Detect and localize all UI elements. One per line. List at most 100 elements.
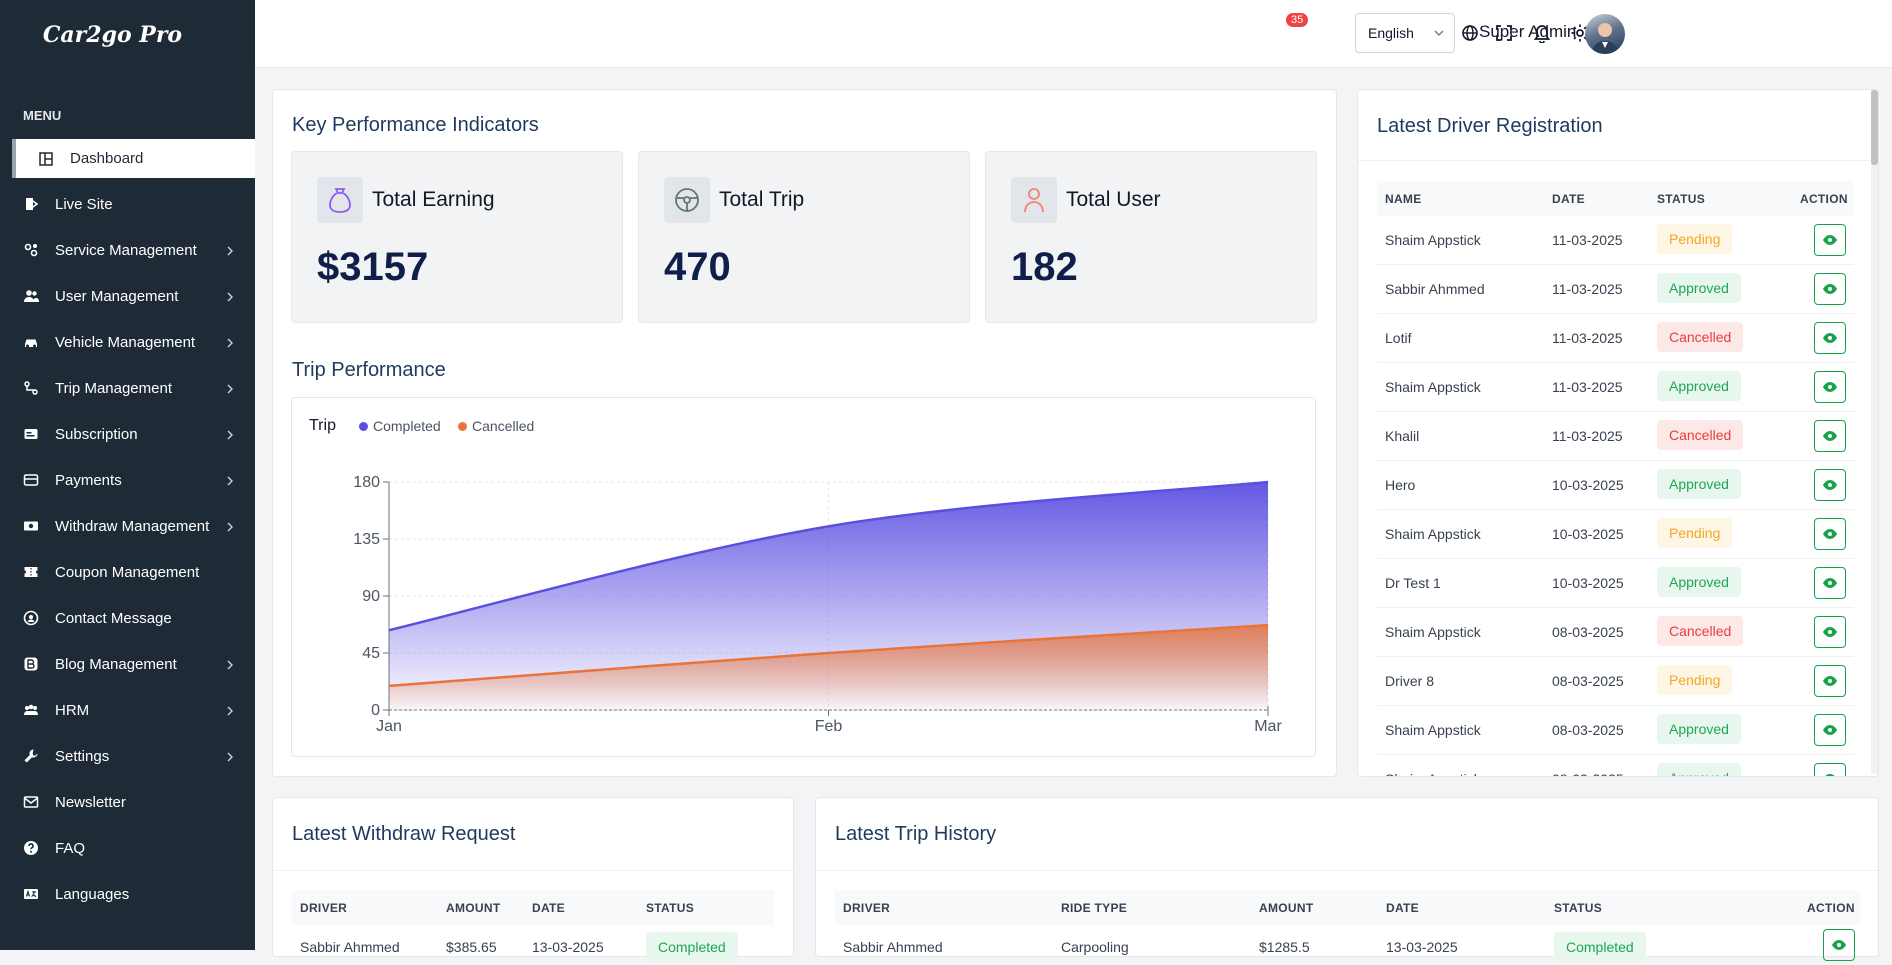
eye-icon	[1823, 725, 1837, 735]
view-button[interactable]	[1814, 322, 1846, 354]
view-button[interactable]	[1814, 763, 1846, 776]
sidebar-item-label: Payments	[55, 471, 122, 489]
sidebar-item-service-management[interactable]: Service Management	[0, 227, 255, 273]
sidebar-item-faq[interactable]: FAQ	[0, 825, 255, 871]
cell-name: Driver 8	[1385, 673, 1435, 689]
language-select[interactable]: English	[1355, 13, 1455, 53]
chevron-right-icon	[227, 752, 233, 762]
avatar[interactable]	[1585, 14, 1625, 54]
app-logo[interactable]: Car2go Pro	[42, 22, 183, 48]
table-row: Sabbir Ahmmed $385.65 13-03-2025 Complet…	[292, 925, 774, 965]
chevron-down-icon	[1434, 30, 1444, 36]
table-row: Sabbir Ahmmed 11-03-2025 Approved	[1377, 265, 1854, 314]
sidebar-item-payments[interactable]: Payments	[0, 457, 255, 503]
sidebar-item-contact-message[interactable]: Contact Message	[0, 595, 255, 641]
cell-name: Shaim Appstick	[1385, 771, 1481, 776]
sidebar-item-label: Withdraw Management	[55, 517, 210, 535]
column-header: RIDE TYPE	[1061, 901, 1128, 915]
column-header: ACTION	[1807, 901, 1855, 915]
cell-date: 08-03-2025	[1552, 722, 1624, 738]
legend-cancelled[interactable]: Cancelled	[458, 418, 534, 434]
cell-name: Lotif	[1385, 330, 1412, 346]
sidebar-item-label: Vehicle Management	[55, 333, 196, 351]
view-button[interactable]	[1814, 371, 1846, 403]
kpi-value: 470	[664, 245, 731, 289]
sidebar-item-hrm[interactable]: HRM	[0, 687, 255, 733]
sidebar-item-vehicle-management[interactable]: Vehicle Management	[0, 319, 255, 365]
sidebar-item-user-management[interactable]: User Management	[0, 273, 255, 319]
view-button[interactable]	[1814, 665, 1846, 697]
chevron-right-icon	[227, 246, 233, 256]
status-badge: Cancelled	[1657, 420, 1744, 450]
subscription-icon	[23, 426, 39, 442]
bell-icon[interactable]	[1531, 22, 1553, 44]
cell-date: 13-03-2025	[532, 939, 604, 955]
sidebar-item-label: Contact Message	[55, 609, 172, 627]
chevron-right-icon	[227, 384, 233, 394]
sidebar-item-dashboard[interactable]: Dashboard	[12, 139, 255, 178]
driver-registration-title: Latest Driver Registration	[1377, 115, 1603, 137]
view-button[interactable]	[1814, 469, 1846, 501]
sidebar-item-newsletter[interactable]: Newsletter	[0, 779, 255, 825]
y-tick-label: 180	[353, 474, 380, 491]
sidebar-item-withdraw-management[interactable]: Withdraw Management	[0, 503, 255, 549]
cell-name: Shaim Appstick	[1385, 232, 1481, 248]
language-select-value: English	[1368, 25, 1414, 41]
trip-chart-panel: Trip Completed Cancelled 0 45 90 135 180 Jan F…	[291, 397, 1316, 757]
y-tick-label: 0	[371, 702, 380, 719]
money-icon	[23, 518, 39, 534]
wrench-icon	[23, 748, 39, 764]
user-name[interactable]: Super Admin	[1479, 22, 1577, 41]
view-button[interactable]	[1814, 567, 1846, 599]
sidebar-item-label: Languages	[55, 885, 130, 903]
legend-completed[interactable]: Completed	[359, 418, 441, 434]
trip-history-title: Latest Trip History	[835, 823, 997, 845]
cell-name: Shaim Appstick	[1385, 526, 1481, 542]
column-header: DATE	[1552, 192, 1585, 206]
globe-icon[interactable]	[1459, 22, 1481, 44]
column-header: STATUS	[1657, 192, 1706, 206]
view-button[interactable]	[1814, 616, 1846, 648]
scrollbar-thumb[interactable]	[1871, 90, 1878, 165]
language-icon	[23, 886, 39, 902]
sidebar-item-coupon-management[interactable]: Coupon Management	[0, 549, 255, 595]
eye-icon	[1823, 578, 1837, 588]
sidebar-item-blog-management[interactable]: Blog Management	[0, 641, 255, 687]
status-badge: Pending	[1657, 665, 1733, 695]
cell-date: 13-03-2025	[1386, 939, 1458, 955]
x-tick-label: Mar	[1254, 718, 1282, 735]
legend-swatch	[359, 421, 368, 431]
hrm-icon	[23, 702, 39, 718]
contact-icon	[23, 610, 39, 626]
sidebar-item-subscription[interactable]: Subscription	[0, 411, 255, 457]
kpi-label: Total User	[1066, 188, 1161, 211]
eye-icon	[1823, 333, 1837, 343]
table-row: Lotif 11-03-2025 Cancelled	[1377, 314, 1854, 363]
table-header: NAME DATE STATUS ACTION	[1377, 181, 1854, 216]
sidebar-item-settings[interactable]: Settings	[0, 733, 255, 779]
sidebar-item-trip-management[interactable]: Trip Management	[0, 365, 255, 411]
sidebar: Car2go Pro MENU Dashboard Live Site Servi…	[0, 0, 255, 950]
users-icon	[23, 288, 39, 304]
eye-icon	[1823, 431, 1837, 441]
sidebar-item-live-site[interactable]: Live Site	[0, 181, 255, 227]
cell-name: Sabbir Ahmmed	[1385, 281, 1485, 297]
view-button[interactable]	[1823, 929, 1855, 961]
sidebar-item-languages[interactable]: Languages	[0, 871, 255, 917]
cell-date: 11-03-2025	[1552, 379, 1623, 395]
chart-title: Trip	[309, 417, 336, 434]
view-button[interactable]	[1814, 714, 1846, 746]
view-button[interactable]	[1814, 273, 1846, 305]
status-badge: Approved	[1657, 714, 1741, 744]
sidebar-item-label: Trip Management	[55, 379, 172, 397]
view-button[interactable]	[1814, 224, 1846, 256]
view-button[interactable]	[1814, 518, 1846, 550]
scrollbar-track[interactable]	[1871, 90, 1878, 774]
cell-date: 10-03-2025	[1552, 575, 1624, 591]
eye-icon	[1823, 480, 1837, 490]
kpi-total-user: Total User 182	[985, 151, 1317, 323]
cell-date: 08-03-2025	[1552, 771, 1624, 776]
fullscreen-icon[interactable]	[1493, 22, 1515, 44]
view-button[interactable]	[1814, 420, 1846, 452]
sidebar-item-label: User Management	[55, 287, 179, 305]
